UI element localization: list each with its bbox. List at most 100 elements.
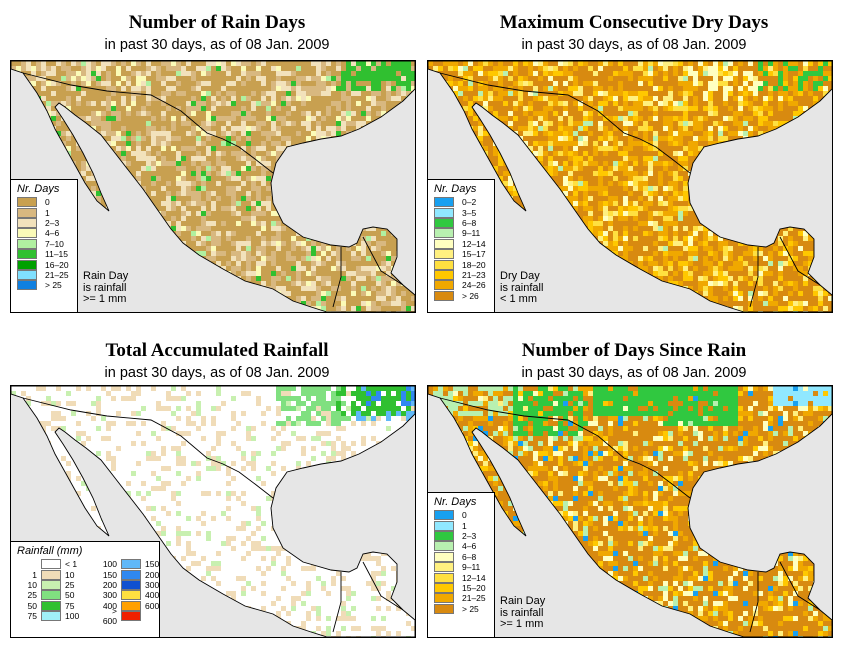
legend-swatch — [17, 217, 37, 228]
legend-range-low: 25 — [27, 590, 37, 601]
legend-range-high: 50 — [65, 590, 75, 601]
legend-title: Nr. Days — [17, 183, 60, 195]
legend-row: 9–11 — [428, 562, 494, 573]
legend-row: 25 50 — [17, 590, 87, 601]
note-line: >= 1 mm — [500, 618, 544, 630]
legend-label: 6–8 — [462, 217, 477, 228]
legend-range-high: 400 — [145, 590, 160, 601]
legend-swatch — [434, 197, 454, 208]
note-line: < 1 mm — [500, 293, 537, 305]
legend-row: 15–17 — [428, 249, 494, 260]
legend-swatch — [434, 249, 454, 260]
map-graphic — [428, 386, 832, 637]
map-graphic — [11, 386, 415, 637]
legend-swatch — [41, 579, 61, 590]
legend-range-low: 300 — [102, 590, 117, 601]
legend-row: 0 — [11, 197, 77, 208]
legend-label: 6–8 — [462, 551, 477, 562]
legend-row: 24–26 — [428, 280, 494, 291]
legend-swatch — [17, 249, 37, 260]
legend-swatch — [17, 197, 37, 208]
legend-range-high: 600 — [145, 600, 160, 611]
legend-row: 1 — [11, 207, 77, 218]
legend-note: Dry Day is rainfall < 1 mm — [500, 270, 544, 306]
legend-label: 15–17 — [462, 249, 486, 260]
legend-swatch — [434, 217, 454, 228]
note-line: Rain Day — [83, 270, 129, 282]
legend-row: 12–14 — [428, 572, 494, 583]
legend-label: 4–6 — [462, 541, 477, 552]
legend-label: 9–11 — [462, 228, 481, 239]
legend: Nr. Days 0–2 3–5 6–8 9–11 12–14 15–17 18–20 21–… — [428, 179, 495, 312]
legend-range-low: 100 — [102, 559, 117, 570]
note-line: is rainfall — [500, 281, 544, 294]
legend-label: 15–20 — [462, 582, 486, 593]
map-accumulated-rainfall: Rainfall (mm) < 1 1 10 10 25 25 50 50 75 75 100 10… — [10, 385, 416, 638]
legend: Nr. Days 0 1 2–3 4–6 7–10 11–15 16–20 21–25 > 25 — [11, 179, 78, 312]
legend-row: 7–10 — [11, 238, 77, 249]
coastline — [428, 61, 832, 312]
legend: Rainfall (mm) < 1 1 10 10 25 25 50 50 75 75 100 10… — [11, 541, 160, 637]
legend-range-high: 75 — [65, 600, 75, 611]
legend-body: 0 1 2–3 4–6 6–8 9–11 12–14 15–20 21–25 > 25 — [428, 510, 494, 614]
country-border — [439, 72, 821, 308]
legend-label: 1 — [462, 520, 467, 531]
legend-swatch — [17, 269, 37, 280]
legend-label: > 25 — [45, 280, 62, 291]
legend-label: 0 — [45, 197, 50, 208]
legend-row: 4–6 — [11, 228, 77, 239]
legend-label: 21–25 — [462, 593, 486, 604]
legend-row: 4–6 — [428, 541, 494, 552]
legend-row: > 600 — [97, 606, 167, 626]
map-rain-days: Nr. Days 0 1 2–3 4–6 7–10 11–15 16–20 21–25 > 25… — [10, 60, 416, 313]
note-line: Rain Day — [500, 595, 546, 607]
legend-range-low: 10 — [27, 579, 37, 590]
legend-label: 1 — [45, 207, 50, 218]
country-border — [439, 397, 821, 633]
legend-swatch — [434, 207, 454, 218]
legend-range-high: 300 — [145, 579, 160, 590]
legend-row: 1 10 — [17, 569, 87, 580]
legend-label: 12–14 — [462, 238, 486, 249]
legend-row: < 1 — [17, 559, 87, 570]
legend-swatch — [121, 569, 141, 580]
legend-swatch — [434, 259, 454, 270]
panel-title: Number of Rain Days — [128, 12, 306, 33]
legend-row: 10 25 — [17, 579, 87, 590]
legend-row: > 25 — [428, 603, 494, 614]
legend-note: Rain Day is rainfall >= 1 mm — [500, 595, 546, 631]
legend-swatch — [434, 593, 454, 604]
legend-row: 0 — [428, 510, 494, 521]
legend-swatch — [434, 238, 454, 249]
legend-swatch — [434, 520, 454, 531]
coastline — [11, 386, 415, 637]
panel-subtitle: in past 30 days, as of 08 Jan. 2009 — [104, 365, 330, 381]
legend-swatch — [17, 259, 37, 270]
legend-label: 21–23 — [462, 269, 486, 280]
coastline — [428, 386, 832, 637]
legend-label: 12–14 — [462, 572, 486, 583]
legend-label: 2–3 — [45, 217, 60, 228]
legend-range-low: 1 — [32, 569, 37, 580]
legend-row: 12–14 — [428, 238, 494, 249]
legend-row: 21–25 — [428, 593, 494, 604]
legend-row: 1 — [428, 520, 494, 531]
legend-label: 7–10 — [45, 238, 64, 249]
legend-swatch — [434, 269, 454, 280]
note-line: Dry Day — [500, 270, 540, 282]
legend-label: > 25 — [462, 603, 479, 614]
legend-row: 21–25 — [11, 269, 77, 280]
legend-row: 2–3 — [11, 217, 77, 228]
map-graphic — [11, 61, 415, 312]
note-line: is rainfall — [83, 281, 127, 294]
legend-swatch — [41, 590, 61, 601]
legend-swatch — [17, 280, 37, 291]
panel-subtitle: in past 30 days, as of 08 Jan. 2009 — [521, 37, 747, 53]
legend-row: 16–20 — [11, 259, 77, 270]
legend-body: 0–2 3–5 6–8 9–11 12–14 15–17 18–20 21–23 24–26 > … — [428, 197, 494, 301]
legend-row: 200 300 — [97, 579, 167, 590]
legend-label: 18–20 — [462, 259, 486, 270]
legend-row: 75 100 — [17, 611, 87, 622]
panel-subtitle: in past 30 days, as of 08 Jan. 2009 — [521, 365, 747, 381]
note-line: is rainfall — [500, 606, 544, 619]
